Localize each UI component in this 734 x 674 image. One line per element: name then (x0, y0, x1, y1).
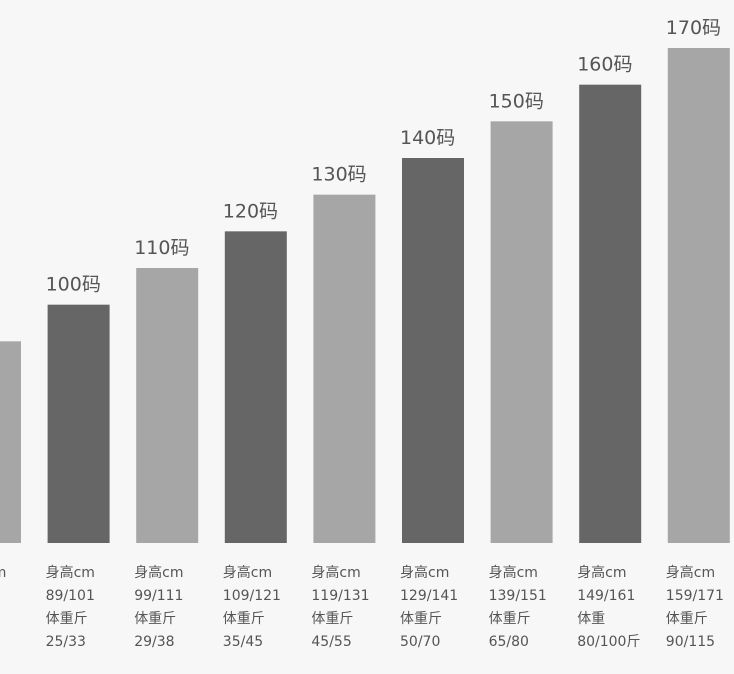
category-label: 159/171 (666, 588, 724, 604)
category-label: 身高cm (666, 564, 715, 581)
value-label: 120码 (223, 200, 278, 222)
bar (490, 121, 553, 543)
value-label: 130码 (311, 164, 366, 186)
category-label: 体重 (577, 611, 605, 627)
value-label: 140码 (400, 127, 455, 149)
category-label: 65/80 (489, 634, 529, 650)
category-label: 89/101 (46, 588, 95, 604)
bar (402, 158, 464, 543)
category-label: 29/38 (134, 634, 174, 650)
value-label: 170码 (666, 17, 721, 39)
category-label: 身高cm (46, 564, 95, 581)
bar (0, 341, 21, 543)
category-label: 身高cm (577, 564, 626, 581)
category-label: 体重斤 (134, 611, 176, 627)
value-label: 110码 (134, 237, 189, 259)
category-label: 99/111 (134, 588, 183, 604)
category-label: 身高cm (0, 564, 6, 581)
category-label: 身高cm (311, 564, 360, 581)
bar (224, 231, 287, 544)
category-label: 体重斤 (400, 611, 442, 627)
category-label: 体重斤 (489, 611, 531, 627)
category-label: 90/115 (666, 634, 715, 650)
category-label: 119/131 (311, 588, 369, 604)
bar (47, 304, 110, 543)
bar (136, 268, 199, 543)
category-label: 25/33 (46, 634, 86, 650)
category-label: 50/70 (400, 634, 440, 650)
value-label: 150码 (489, 90, 544, 112)
category-label: 身高cm (134, 564, 183, 581)
category-label: 身高cm (400, 564, 449, 581)
category-label: 身高cm (223, 564, 272, 581)
category-label: 身高cm (489, 564, 538, 581)
category-label: 129/141 (400, 588, 458, 604)
category-label: 体重斤 (311, 611, 353, 627)
category-label: 109/121 (223, 588, 281, 604)
bar (313, 194, 376, 543)
category-label: 体重斤 (223, 611, 265, 627)
value-label: 100码 (46, 274, 101, 296)
category-label: 35/45 (223, 634, 263, 650)
bar (579, 84, 642, 544)
category-label: 体重斤 (666, 611, 708, 627)
category-label: 149/161 (577, 588, 635, 604)
value-label: 160码 (577, 54, 632, 76)
bar (667, 48, 730, 543)
category-label: 80/100斤 (577, 634, 640, 650)
category-label: 体重斤 (46, 611, 88, 627)
category-label: 45/55 (311, 634, 351, 650)
category-label: 139/151 (489, 588, 547, 604)
